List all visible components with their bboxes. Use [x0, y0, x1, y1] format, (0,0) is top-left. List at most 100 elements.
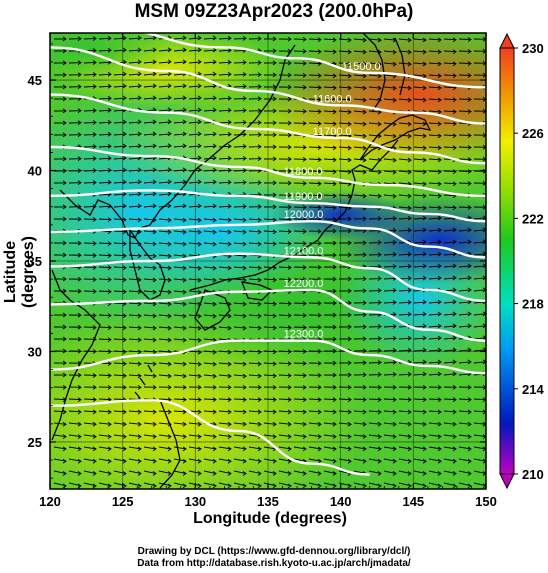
wind-arrow-head: [332, 169, 337, 175]
wind-arrow-head: [107, 349, 112, 354]
wind-arrow-head: [227, 446, 232, 452]
wind-arrow-shaft: [218, 302, 232, 305]
colorbar-tick-label: 226: [522, 126, 544, 141]
wind-arrow-head: [407, 483, 412, 489]
wind-arrow-shaft: [98, 97, 112, 100]
wind-arrow-head: [212, 483, 217, 489]
wind-arrow-shaft: [458, 62, 472, 64]
wind-arrow-shaft: [278, 230, 292, 233]
wind-arrow-head: [407, 335, 412, 341]
wind-arrow-shaft: [113, 446, 127, 450]
wind-arrow-head: [92, 144, 97, 149]
wind-arrow-shaft: [398, 217, 412, 220]
wind-arrow-head: [152, 203, 157, 209]
wind-arrow-shaft: [398, 98, 412, 101]
wind-arrow-shaft: [383, 422, 397, 425]
wind-arrow-shaft: [113, 230, 127, 233]
wind-arrow-head: [62, 458, 67, 464]
wind-arrow-head: [257, 120, 262, 126]
wind-arrow-head: [152, 361, 157, 367]
wind-arrow-head: [302, 145, 307, 150]
contour-label: 12000.0: [284, 209, 324, 221]
wind-arrow-shaft: [383, 349, 397, 352]
wind-arrow-shaft: [188, 410, 202, 413]
wind-arrow-head: [422, 409, 427, 415]
wind-arrow-shaft: [413, 301, 427, 304]
wind-arrow-head: [107, 313, 112, 318]
wind-arrow-head: [317, 228, 322, 234]
wind-arrow-head: [317, 312, 322, 318]
wind-arrow-head: [227, 95, 232, 101]
wind-arrow-head: [152, 289, 157, 295]
wind-arrow-shaft: [428, 349, 442, 352]
wind-arrow-head: [287, 36, 292, 42]
height-contour: [50, 145, 486, 198]
wind-arrow-shaft: [278, 374, 292, 377]
wind-arrow-head: [317, 397, 322, 403]
wind-arrow-head: [137, 337, 142, 343]
wind-arrow-head: [362, 169, 367, 175]
wind-arrow-shaft: [443, 265, 457, 268]
wind-arrow-head: [422, 37, 427, 43]
wind-arrow-shaft: [218, 121, 232, 124]
wind-arrow-head: [152, 179, 157, 185]
wind-arrow-head: [287, 180, 292, 186]
wind-arrow-head: [107, 107, 112, 113]
wind-arrow-head: [467, 263, 472, 269]
wind-arrow-head: [467, 239, 472, 245]
wind-arrow-shaft: [233, 362, 247, 365]
wind-arrow-head: [347, 421, 352, 427]
wind-arrow-shaft: [458, 398, 472, 401]
wind-arrow-shaft: [383, 434, 397, 438]
wind-arrow-shaft: [443, 313, 457, 316]
wind-arrow-shaft: [398, 134, 412, 137]
wind-arrow-head: [467, 483, 472, 489]
wind-arrow-shaft: [173, 434, 187, 438]
wind-arrow-head: [407, 458, 412, 464]
wind-arrow-head: [452, 37, 457, 43]
wind-arrow-head: [77, 372, 82, 378]
wind-arrow-head: [122, 167, 127, 173]
wind-arrow-head: [332, 288, 337, 294]
wind-arrow-head: [242, 483, 247, 489]
wind-arrow-head: [377, 252, 382, 257]
wind-arrow-head: [242, 144, 247, 149]
wind-arrow-shaft: [158, 133, 172, 136]
wind-arrow-shaft: [218, 242, 232, 245]
wind-arrow-head: [122, 313, 127, 319]
wind-arrow-head: [182, 59, 187, 65]
wind-arrow-shaft: [398, 86, 412, 89]
wind-arrow-shaft: [293, 230, 307, 232]
wind-arrow-head: [437, 446, 442, 452]
wind-arrow-shaft: [458, 373, 472, 376]
wind-arrow-head: [377, 372, 382, 377]
x-tick-label: 125: [112, 494, 134, 509]
wind-arrow-shaft: [428, 182, 442, 185]
wind-arrow-shaft: [338, 122, 352, 125]
wind-arrow-head: [92, 289, 97, 294]
wind-arrow-head: [332, 240, 337, 246]
wind-arrow-shaft: [188, 205, 202, 208]
wind-arrow-shaft: [293, 410, 307, 413]
wind-arrow-shaft: [398, 182, 412, 185]
wind-arrow-head: [437, 471, 442, 476]
wind-arrow-head: [347, 483, 352, 489]
wind-arrow-head: [272, 144, 277, 150]
wind-arrow-head: [272, 192, 277, 198]
wind-arrow-shaft: [128, 205, 142, 208]
wind-arrow-head: [242, 397, 247, 403]
wind-arrow-head: [332, 336, 337, 342]
wind-arrow-shaft: [128, 145, 142, 148]
wind-arrow-head: [167, 265, 172, 271]
wind-arrow-shaft: [308, 482, 322, 487]
wind-arrow-head: [317, 276, 322, 282]
wind-arrow-shaft: [263, 470, 277, 474]
wind-arrow-head: [137, 277, 142, 283]
wind-arrow-shaft: [248, 326, 262, 329]
wind-arrow-head: [482, 323, 486, 329]
wind-arrow-shaft: [443, 122, 457, 125]
wind-arrow-head: [92, 384, 97, 390]
wind-arrow-shaft: [233, 109, 247, 112]
wind-arrow-shaft: [128, 410, 142, 413]
wind-arrow-head: [62, 446, 67, 452]
